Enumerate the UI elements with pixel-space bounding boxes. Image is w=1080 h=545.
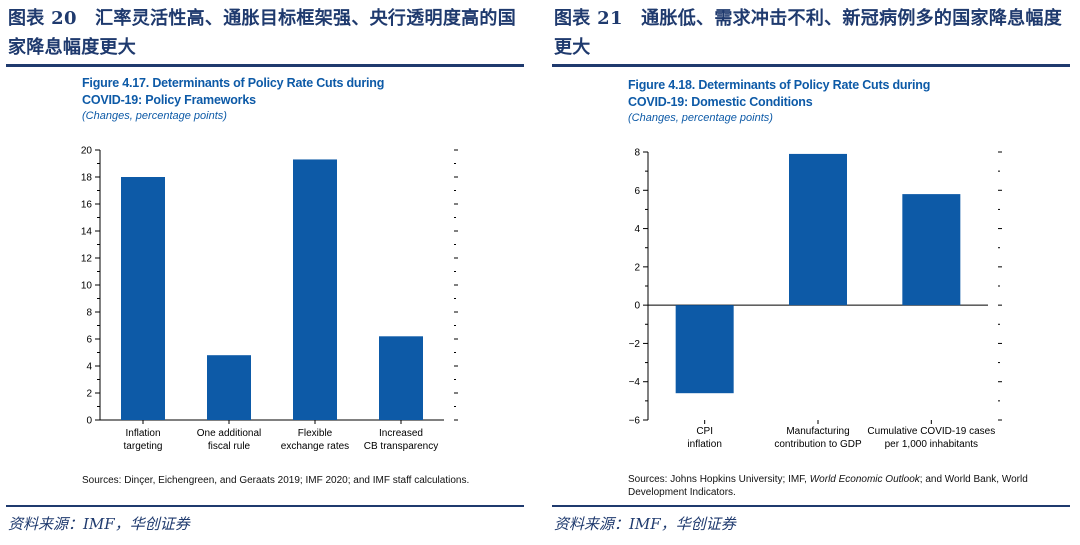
y-tick-label: 2 <box>634 262 640 273</box>
x-tick-label: fiscal rule <box>208 441 251 452</box>
x-tick-label: Manufacturing <box>786 426 849 437</box>
y-tick-label: −4 <box>629 377 641 388</box>
x-tick-label: CPI <box>696 426 713 437</box>
x-tick-label: contribution to GDP <box>774 439 862 450</box>
figure-panel-21: 图表 21 通胀低、需求冲击不利、新冠病例多的国家降息幅度更大 Figure 4… <box>552 0 1070 545</box>
bar <box>379 336 423 420</box>
y-tick-label: 8 <box>86 308 92 319</box>
bar <box>207 355 251 420</box>
source-label: 资料来源：IMF，华创证券 <box>8 515 190 533</box>
y-tick-label: 2 <box>86 389 92 400</box>
policy-frameworks-bar-chart: 0 2 4 6 8 10 12 14 16 18 20 Inflation targeting One a… <box>81 146 458 452</box>
bar <box>293 159 337 420</box>
figure-panel-20: 图表 20 汇率灵活性高、通胀目标框架强、央行透明度高的国家降息幅度更大 Fig… <box>6 0 524 545</box>
bar <box>121 177 165 420</box>
y-tick-label: 16 <box>81 200 93 211</box>
y-tick-label: 20 <box>81 146 93 157</box>
figure-title-line1: Figure 4.17. Determinants of Policy Rate… <box>82 76 385 90</box>
figure-title-line2: COVID-19: Policy Frameworks <box>82 93 256 107</box>
bar <box>902 194 961 306</box>
bar <box>675 305 734 394</box>
x-tick-label: One additional <box>197 428 262 439</box>
x-tick-label: exchange rates <box>281 441 349 452</box>
domestic-conditions-bar-chart: −6 −4 −2 0 2 4 6 8 CPI inflation Manufacturing cont… <box>629 148 1002 450</box>
figure-sources-note: Sources: Johns Hopkins University; IMF, … <box>628 473 1048 499</box>
y-tick-label: 4 <box>86 362 92 373</box>
y-tick-label: 14 <box>81 227 93 238</box>
note-tail-text: ; and World Bank, World Development Indi… <box>628 474 1028 498</box>
bottom-divider <box>6 505 524 507</box>
y-tick-label: 8 <box>634 148 640 159</box>
figure-sources-note: Sources: Dinçer, Eichengreen, and Geraat… <box>82 475 470 486</box>
y-tick-label: 6 <box>86 335 92 346</box>
figure-subtitle: (Changes, percentage points) <box>82 110 227 122</box>
x-tick-label: Inflation <box>125 428 160 439</box>
y-tick-label: 0 <box>86 416 92 427</box>
x-tick-label: inflation <box>687 439 721 450</box>
figure-caption-cn: 图表 21 通胀低、需求冲击不利、新冠病例多的国家降息幅度更大 <box>554 8 1063 58</box>
x-tick-label: per 1,000 inhabitants <box>885 439 978 450</box>
note-italic-text: World Economic Outlook <box>809 474 920 485</box>
top-divider <box>552 64 1070 67</box>
y-tick-label: 18 <box>81 173 93 184</box>
figure-title-line2: COVID-19: Domestic Conditions <box>628 95 813 109</box>
x-tick-label: CB transparency <box>364 441 438 452</box>
figure-title-line1: Figure 4.18. Determinants of Policy Rate… <box>628 78 931 92</box>
x-tick-label: Flexible <box>298 428 333 439</box>
figure-subtitle: (Changes, percentage points) <box>628 112 773 124</box>
source-label: 资料来源：IMF，华创证券 <box>554 515 736 533</box>
y-tick-label: 0 <box>634 301 640 312</box>
note-text: Sources: Johns Hopkins University; IMF, <box>628 474 810 485</box>
y-tick-label: 10 <box>81 281 93 292</box>
x-tick-label: Increased <box>379 428 423 439</box>
y-tick-label: 6 <box>634 186 640 197</box>
y-tick-label: 4 <box>634 224 640 235</box>
x-tick-label: Cumulative COVID-19 cases <box>867 426 995 437</box>
y-tick-label: −6 <box>629 416 641 427</box>
bar <box>789 153 847 306</box>
top-divider <box>6 64 524 67</box>
y-tick-label: 12 <box>81 254 93 265</box>
figure-caption-cn: 图表 20 汇率灵活性高、通胀目标框架强、央行透明度高的国家降息幅度更大 <box>8 8 517 58</box>
bottom-divider <box>552 505 1070 507</box>
y-tick-label: −2 <box>629 339 641 350</box>
x-tick-label: targeting <box>124 441 163 452</box>
